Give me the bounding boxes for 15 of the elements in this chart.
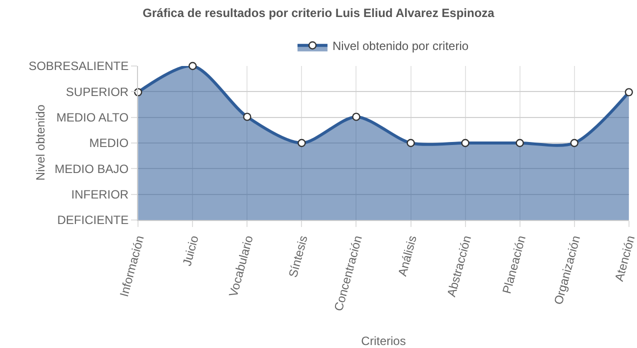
chart-title: Gráfica de resultados por criterio Luis Eliud Alvarez Espinoza xyxy=(142,6,495,20)
text: SOBRESALIENTE xyxy=(28,59,129,74)
x-tick-label: Atención xyxy=(612,234,637,283)
text: INFERIOR xyxy=(71,188,129,202)
legend-label: Nivel obtenido por criterio xyxy=(332,39,469,54)
x-tick-label: Síntesis xyxy=(286,234,310,279)
x-tick-label: Análisis xyxy=(395,234,420,278)
x-axis-title: Criterios xyxy=(361,334,406,348)
text: MEDIO BAJO xyxy=(54,162,129,176)
text: SUPERIOR xyxy=(66,84,129,99)
text: MEDIO ALTO xyxy=(56,110,129,125)
x-tick-label: Juicio xyxy=(180,234,202,268)
text: DEFICIENTE xyxy=(57,213,129,228)
text: Nivel obtenido xyxy=(34,104,48,181)
text: MEDIO xyxy=(89,136,129,150)
